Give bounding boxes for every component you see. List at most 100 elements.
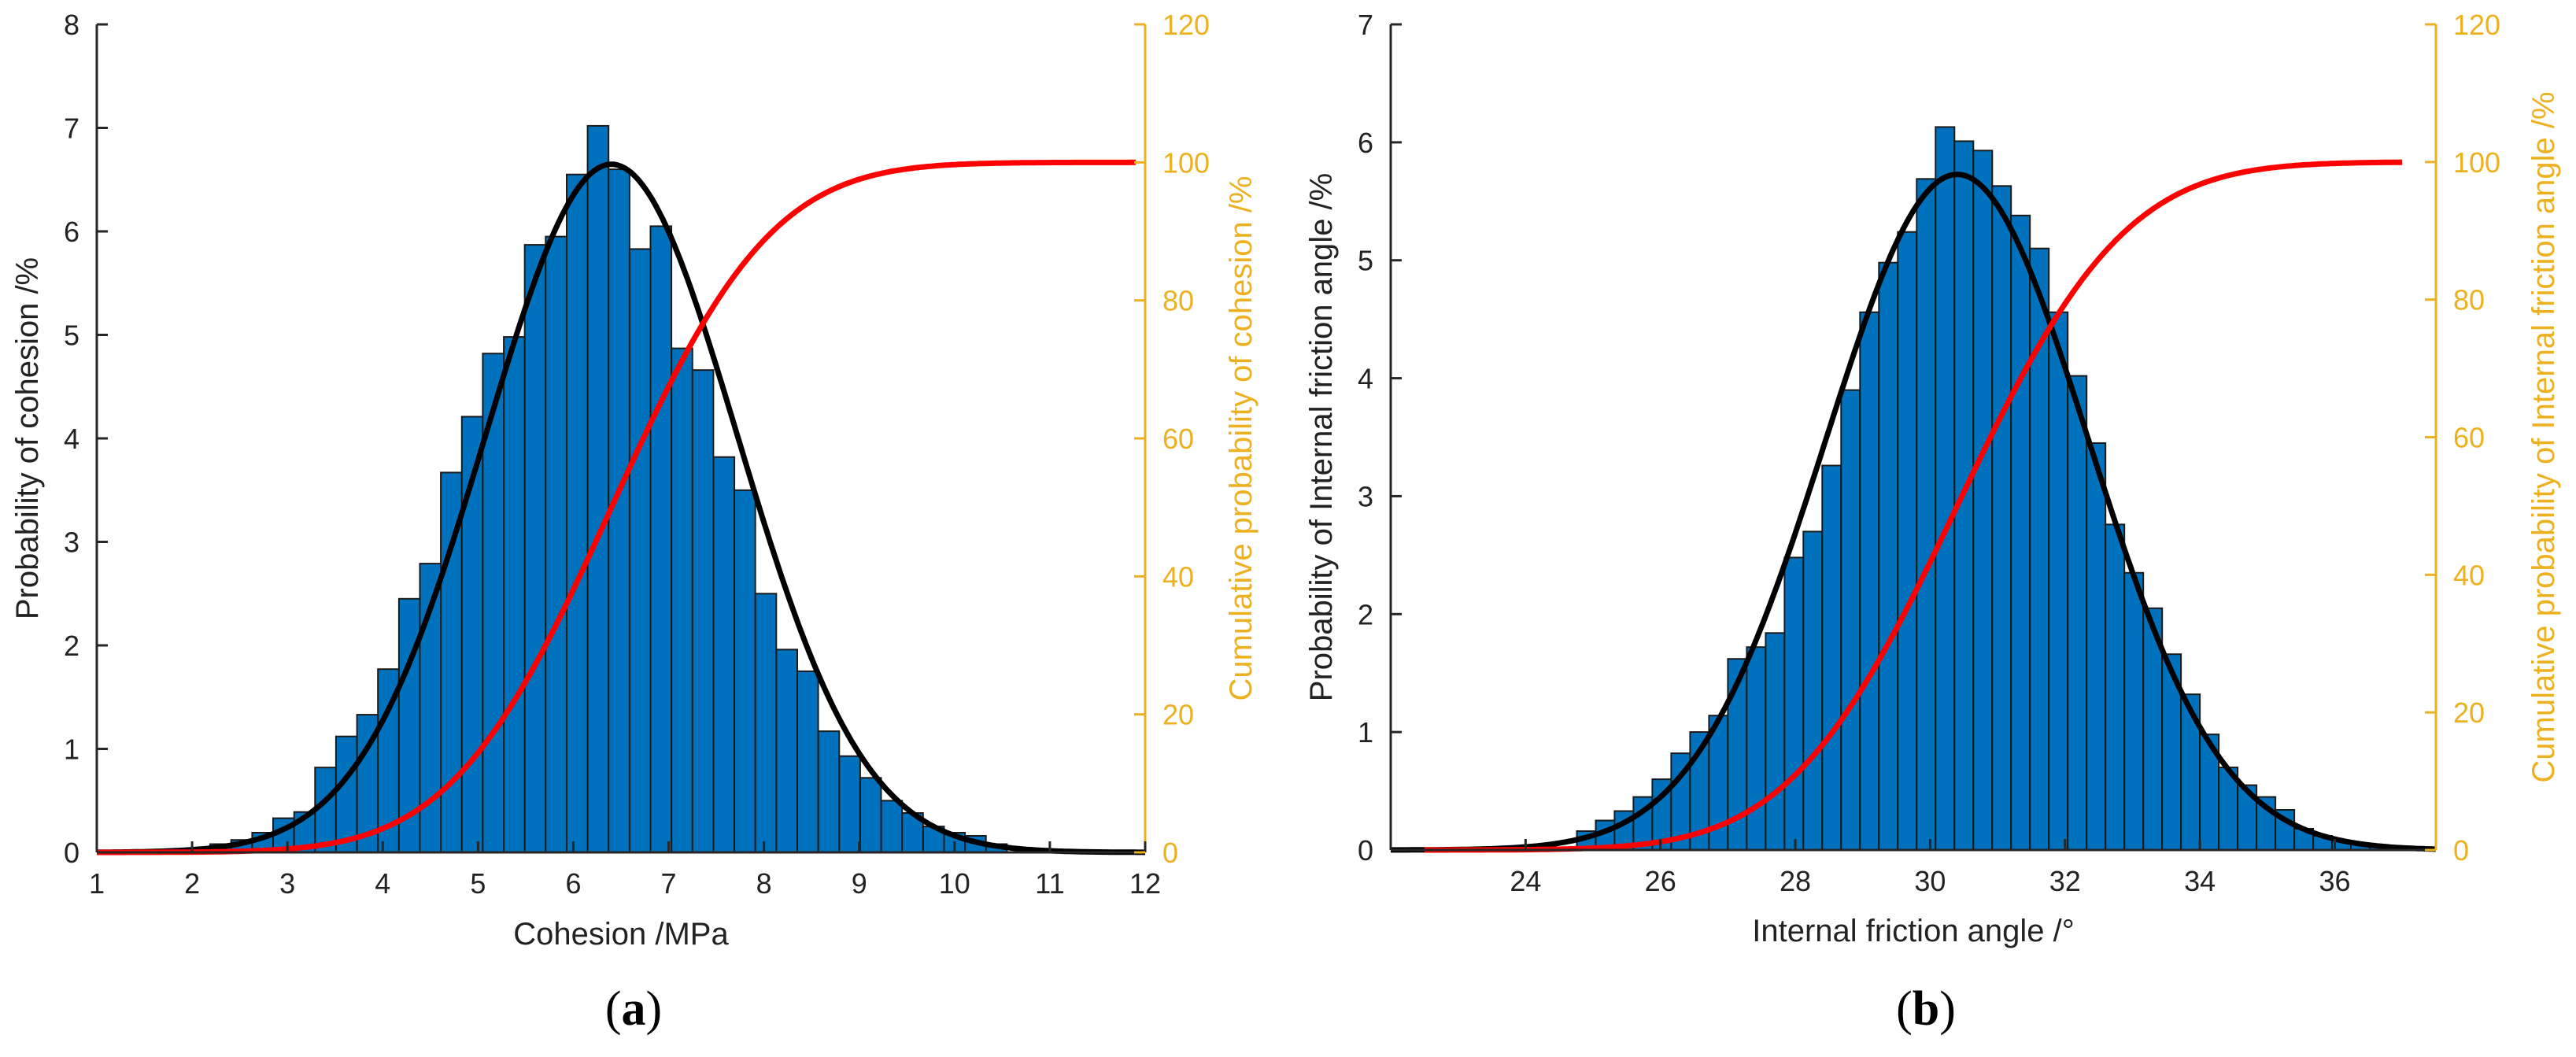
y-tick-label: 6 [64, 216, 79, 248]
histogram-bar [796, 670, 819, 854]
y2-tick-label: 0 [2453, 834, 2469, 867]
histogram-bar [2029, 247, 2050, 851]
x-tick-label: 6 [565, 867, 581, 900]
x-tick-label: 24 [1510, 865, 1541, 897]
cumulative-curve [1424, 159, 2403, 853]
x-tick-label: 3 [279, 867, 295, 900]
y-tick-label: 3 [64, 527, 79, 559]
normal-fit-curve [1391, 172, 2437, 853]
x-tick-label: 32 [2049, 865, 2081, 897]
histogram-bar [2218, 767, 2239, 851]
x-tick-label: 9 [852, 867, 867, 900]
x-tick-label: 12 [1129, 867, 1161, 900]
histogram-bar [2086, 442, 2107, 851]
histogram-bar [545, 235, 567, 854]
panel-label-open: ( [1896, 982, 1913, 1036]
histogram-bar [1821, 464, 1842, 851]
x-tick-label: 2 [184, 867, 200, 900]
chart-panel-a: 1 2 3 4 5 6 7 8 9 10 11 12012345678020406080100120C… [10, 9, 1258, 1036]
panel-label: (a) [605, 982, 662, 1036]
panel-label-close: ) [1939, 982, 1956, 1036]
histogram-bar [2105, 523, 2126, 852]
histogram-bar [1916, 178, 1937, 852]
histogram-bar [1802, 530, 1824, 852]
histogram-bar [1878, 261, 1899, 851]
panel-label-letter: a [622, 982, 646, 1036]
histogram-bar [1859, 311, 1880, 851]
histogram-bar [1935, 126, 1956, 851]
histogram-bar [523, 244, 547, 854]
y-tick-label: 4 [1358, 363, 1373, 395]
histogram-bar [859, 777, 882, 853]
x-tick-label: 5 [470, 867, 486, 900]
x-tick-label: 11 [1035, 867, 1064, 900]
y2-tick-label: 40 [2453, 559, 2485, 591]
histogram-bars [1576, 126, 2389, 852]
histogram-bar [775, 649, 799, 853]
histogram-bar [1840, 389, 1861, 852]
histogram-bar [691, 369, 715, 853]
histogram-bars [209, 124, 1008, 854]
y-tick-label: 8 [64, 9, 79, 41]
y-tick-label: 3 [1358, 480, 1373, 512]
histogram-bar [734, 489, 756, 854]
y-tick-label: 1 [1358, 716, 1373, 748]
x-tick-label: 4 [375, 867, 390, 900]
y-tick-label: 0 [64, 837, 79, 869]
panel-label-letter: b [1913, 982, 1939, 1036]
chart-panel-b: 24 26 28 30 32 34 3601234567020406080100120Int… [1304, 9, 2561, 1036]
y2-tick-label: 100 [1162, 146, 1210, 179]
panel-label: (b) [1896, 982, 1956, 1036]
y2-tick-label: 40 [1162, 560, 1194, 593]
histogram-bar [503, 336, 526, 854]
histogram-bar [1746, 646, 1767, 851]
y-tick-label: 4 [64, 423, 79, 455]
x-tick-label: 34 [2184, 865, 2216, 897]
x-tick-label: 1 [89, 867, 105, 900]
y2-tick-label: 80 [1162, 285, 1194, 317]
histogram-bar [1783, 556, 1805, 852]
y2-tick-label: 60 [2453, 422, 2485, 454]
histogram-bar [1972, 150, 1994, 852]
y-tick-label: 7 [1358, 9, 1373, 41]
histogram-bar [628, 248, 652, 853]
histogram-bar [1765, 632, 1786, 851]
y2-tick-label: 100 [2453, 146, 2500, 179]
y2-tick-label: 20 [2453, 697, 2485, 729]
histogram-bar [460, 416, 484, 853]
panel-label-open: ( [605, 982, 622, 1036]
cumulative-curve [97, 159, 1136, 856]
y-tick-label: 2 [1358, 598, 1373, 630]
histogram-bar [334, 735, 358, 854]
y-tick-label: 2 [64, 630, 79, 662]
y2-tick-label: 120 [2453, 9, 2500, 41]
x-tick-label: 7 [661, 867, 677, 900]
y2-axis-label: Cumulative probability of cohesion /% [1224, 176, 1258, 700]
y2-tick-label: 120 [1162, 9, 1210, 41]
y2-tick-label: 20 [1162, 699, 1194, 731]
x-tick-label: 10 [939, 867, 970, 900]
y-tick-label: 7 [64, 113, 79, 145]
y2-tick-label: 0 [1162, 837, 1178, 869]
histogram-bar [586, 124, 610, 853]
histogram-bar [2048, 311, 2069, 851]
y-tick-label: 5 [1358, 245, 1373, 277]
y-axis-label: Probability of cohesion /% [10, 257, 45, 619]
x-tick-label: 30 [1914, 865, 1946, 897]
y-tick-label: 6 [1358, 127, 1373, 159]
histogram-bar [2067, 375, 2088, 852]
x-tick-label: 36 [2319, 865, 2350, 897]
x-axis-label: Internal friction angle /° [1752, 914, 2075, 948]
histogram-bar [2010, 214, 2031, 851]
x-tick-label: 28 [1780, 865, 1811, 897]
y-tick-label: 0 [1358, 834, 1373, 867]
histogram-bar [817, 730, 841, 853]
histogram-bar [2123, 571, 2145, 851]
histogram-bar [838, 755, 861, 854]
histogram-bar [566, 173, 589, 853]
histogram-bar [671, 347, 693, 854]
x-axis-label: Cohesion /MPa [513, 917, 729, 952]
histogram-bar [1897, 231, 1918, 851]
x-tick-label: 8 [756, 867, 772, 900]
y-tick-label: 1 [64, 734, 79, 766]
